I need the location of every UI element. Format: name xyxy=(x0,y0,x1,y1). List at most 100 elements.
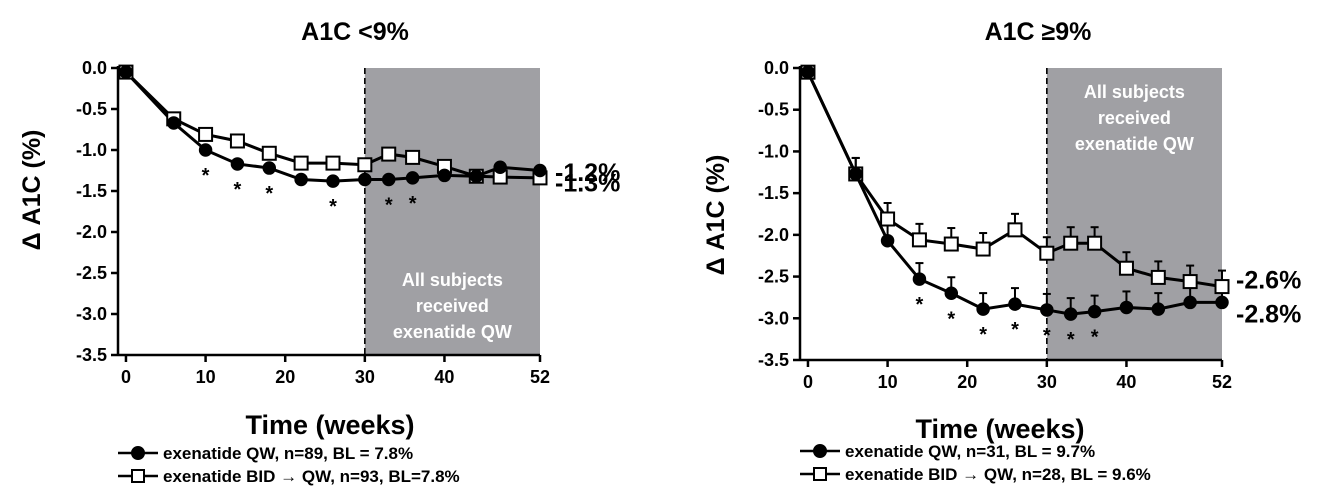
data-point-circle xyxy=(1040,303,1054,317)
x-tick-label: 10 xyxy=(196,367,216,387)
data-point-circle xyxy=(381,172,396,187)
y-tick-label: 0.0 xyxy=(764,58,789,78)
shaded-label-line-1: All subjects xyxy=(402,270,503,290)
end-label-square-series: -1.2% xyxy=(555,159,620,187)
legend-item-qw: exenatide QW, n=89, BL = 7.8% xyxy=(118,444,413,463)
significance-star: * xyxy=(329,196,337,218)
legend-filled-circle-marker xyxy=(131,446,145,460)
legend-label: exenatide BID → QW, n=93, BL=7.8% xyxy=(163,467,460,486)
shaded-label-line-1: All subjects xyxy=(1084,82,1185,102)
data-point-square xyxy=(198,126,214,142)
data-point-square xyxy=(1118,260,1134,276)
data-point-circle xyxy=(166,116,181,130)
significance-star: * xyxy=(979,324,987,346)
end-label-square-series: -2.6% xyxy=(1236,267,1301,295)
x-tick-label: 20 xyxy=(957,372,977,392)
x-ticks: 0 10 20 30 40 52 xyxy=(803,360,1232,392)
chart-title: A1C <9% xyxy=(301,18,409,46)
data-point-circle xyxy=(801,65,815,79)
data-point-circle xyxy=(358,172,372,187)
data-point-circle xyxy=(493,160,507,174)
x-axis-label: Time (weeks) xyxy=(915,414,1084,444)
y-tick-label: -0.5 xyxy=(758,100,789,120)
data-point-square xyxy=(1182,274,1198,290)
significance-star: * xyxy=(234,179,242,201)
data-point-square xyxy=(911,232,927,248)
data-point-circle xyxy=(912,272,927,286)
shaded-label-line-2: received xyxy=(416,296,489,316)
y-tick-label: -1.0 xyxy=(76,140,107,160)
legend-item-bid-qw: exenatide BID → QW, n=28, BL = 9.6% xyxy=(800,465,1151,484)
data-point-circle xyxy=(119,65,133,79)
significance-markers: * * * * * * * xyxy=(916,294,1099,351)
data-point-square xyxy=(405,149,421,165)
chart-title: A1C ≥9% xyxy=(985,18,1092,46)
y-axis-label: Δ A1C (%) xyxy=(18,130,46,251)
y-tick-label: -2.5 xyxy=(758,267,789,287)
data-point-circle xyxy=(1183,295,1197,310)
legend-open-square-marker xyxy=(813,467,827,481)
legend-label: exenatide QW, n=31, BL = 9.7% xyxy=(845,442,1095,461)
significance-star: * xyxy=(1011,319,1019,341)
legend-label: exenatide QW, n=89, BL = 7.8% xyxy=(163,444,413,463)
x-tick-label: 40 xyxy=(434,367,454,387)
data-point-square xyxy=(943,236,959,252)
data-point-circle xyxy=(944,286,959,301)
data-point-square xyxy=(1150,269,1166,285)
x-axis-label: Time (weeks) xyxy=(245,410,414,440)
data-point-circle xyxy=(405,171,420,185)
data-point-square xyxy=(293,155,309,171)
data-point-circle xyxy=(230,157,245,171)
data-point-circle xyxy=(1151,302,1166,316)
legend-filled-circle-marker xyxy=(813,444,827,458)
significance-star: * xyxy=(1091,327,1099,349)
y-tick-label: -0.5 xyxy=(76,99,107,119)
data-point-square xyxy=(1214,279,1230,295)
y-tick-label: -2.5 xyxy=(76,263,107,283)
y-tick-label: -2.0 xyxy=(758,225,789,245)
data-point-circle xyxy=(533,163,547,178)
significance-star: * xyxy=(1043,325,1051,347)
end-label-circle-series: -2.8% xyxy=(1236,300,1301,328)
y-tick-label: -3.5 xyxy=(758,350,789,370)
data-point-square xyxy=(1039,245,1055,261)
significance-star: * xyxy=(1067,329,1075,351)
y-tick-label: -1.0 xyxy=(758,141,789,161)
x-tick-label: 30 xyxy=(355,367,375,387)
data-point-circle xyxy=(437,168,452,183)
y-tick-label: -3.0 xyxy=(758,308,789,328)
data-point-square xyxy=(975,241,991,257)
data-point-square xyxy=(1087,235,1103,251)
shaded-label-line-3: exenatide QW xyxy=(393,322,512,342)
data-point-circle xyxy=(848,167,863,181)
data-point-circle xyxy=(880,233,895,248)
significance-star: * xyxy=(385,195,393,217)
panel-a1c-9-or-above: All subjects received exenatide QW *** * *… xyxy=(702,18,1301,484)
series-layer xyxy=(800,64,1230,321)
x-tick-label: 10 xyxy=(878,372,898,392)
legend-label: exenatide BID → QW, n=28, BL = 9.6% xyxy=(845,465,1151,484)
y-axis-label: Δ A1C (%) xyxy=(702,155,730,276)
legend-open-square-marker xyxy=(131,469,145,483)
legend-item-bid-qw: exenatide BID → QW, n=93, BL=7.8% xyxy=(118,467,460,486)
y-tick-label: -1.5 xyxy=(758,183,789,203)
significance-markers: * * * * * * xyxy=(202,165,417,218)
data-point-circle xyxy=(198,143,213,157)
shaded-region xyxy=(364,68,540,355)
y-ticks: 0.0 -0.5 -1.0 -1.5 -2.0 -2.5 -3.0 -3.5 xyxy=(76,58,118,365)
x-tick-label: 52 xyxy=(530,367,550,387)
y-tick-label: -3.5 xyxy=(76,345,107,365)
data-point-circle xyxy=(1119,300,1134,315)
data-point-circle xyxy=(1008,297,1022,311)
x-tick-label: 20 xyxy=(275,367,295,387)
x-ticks: 0 10 20 30 40 52 xyxy=(121,355,550,387)
x-tick-label: 0 xyxy=(121,367,131,387)
data-point-square xyxy=(229,133,245,149)
significance-star: * xyxy=(265,183,273,205)
shaded-label-line-3: exenatide QW xyxy=(1075,134,1194,154)
x-tick-label: 0 xyxy=(803,372,813,392)
data-point-square xyxy=(880,211,896,227)
data-point-circle xyxy=(294,172,308,187)
data-point-circle xyxy=(262,161,277,175)
